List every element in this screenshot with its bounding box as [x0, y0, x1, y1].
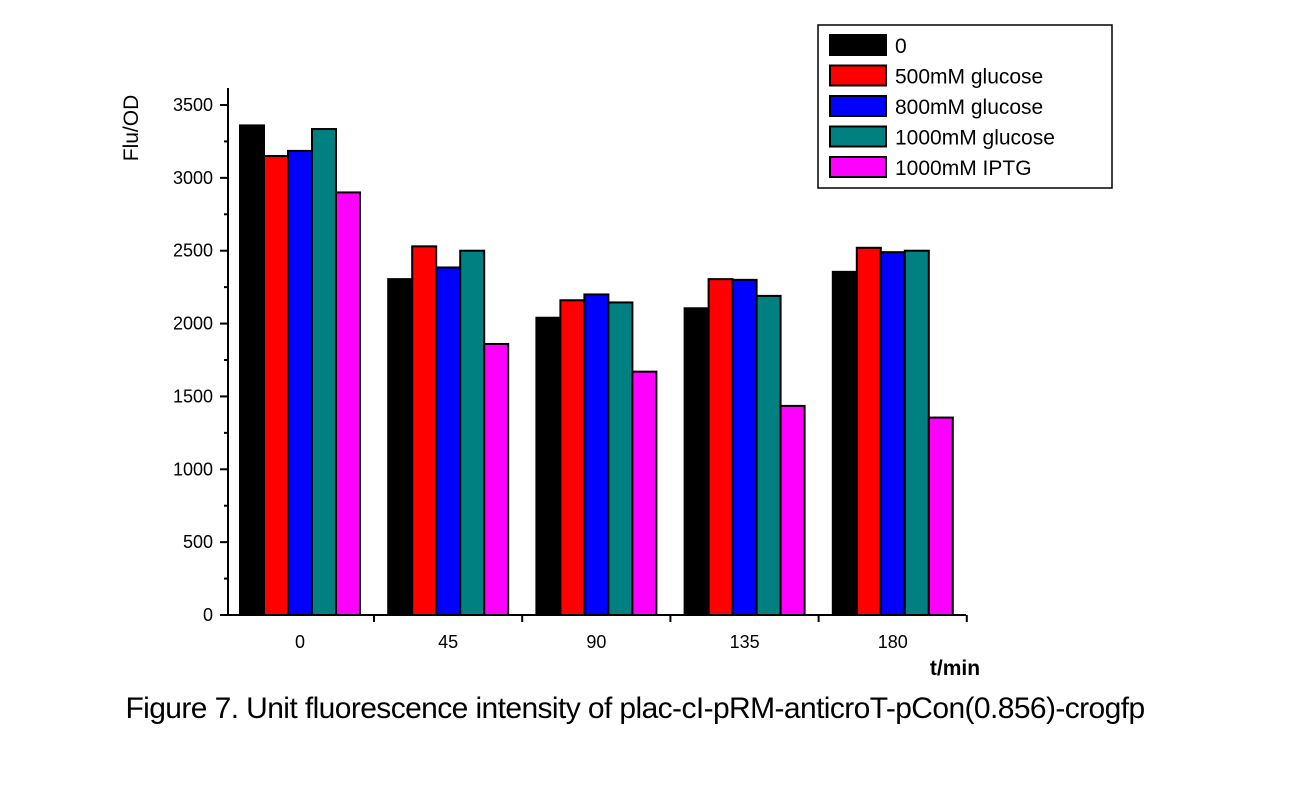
bar-135-2 — [731, 278, 758, 616]
bar-45-4 — [483, 342, 510, 616]
bar-180-3 — [903, 249, 930, 616]
legend-label: 800mM glucose — [895, 96, 1043, 119]
legend-swatch — [829, 156, 887, 178]
legend-label: 0 — [895, 35, 907, 58]
legend-swatch — [829, 34, 887, 56]
x-tick-label: 0 — [295, 632, 305, 652]
bar-0-2 — [287, 149, 313, 616]
figure-caption: Figure 7. Unit fluorescence intensity of… — [125, 692, 1145, 725]
x-tick-label: 45 — [438, 632, 458, 652]
y-tick-label: 2000 — [173, 314, 213, 334]
x-tick-label: 180 — [878, 632, 908, 652]
bar-90-0 — [535, 316, 562, 616]
bar-45-1 — [411, 245, 438, 616]
legend-label: 500mM glucose — [895, 66, 1043, 89]
legend-swatch — [829, 125, 887, 148]
bar-90-2 — [583, 293, 610, 616]
bar-135-0 — [683, 307, 710, 616]
legend-label: 1000mM glucose — [895, 127, 1055, 150]
y-tick-label: 1500 — [173, 386, 213, 406]
bar-45-3 — [459, 249, 486, 616]
bar-45-0 — [387, 278, 414, 616]
bar-45-2 — [435, 266, 462, 616]
y-tick-label: 2500 — [173, 241, 213, 261]
bar-180-2 — [879, 251, 906, 617]
y-tick-label: 1000 — [173, 459, 213, 479]
legend: 0 500mM glucose 800mM glucose 1000mM glucos… — [817, 24, 1113, 189]
y-axis-label: Flu/OD — [120, 95, 143, 162]
bar-180-0 — [831, 270, 858, 616]
bar-90-1 — [559, 299, 586, 616]
y-tick-label: 500 — [183, 532, 213, 552]
bar-90-3 — [607, 301, 634, 616]
bar-135-4 — [779, 404, 806, 616]
x-axis-label: t/min — [930, 657, 980, 680]
bar-0-3 — [311, 128, 337, 617]
bar-135-1 — [707, 278, 734, 616]
bar-180-1 — [855, 246, 882, 617]
bar-0-1 — [263, 155, 289, 616]
legend-label: 1000mM IPTG — [895, 157, 1032, 180]
y-tick-label: 3500 — [173, 95, 213, 115]
y-tick-label: 0 — [203, 605, 213, 625]
x-tick-label: 90 — [586, 632, 606, 652]
bar-90-4 — [631, 370, 658, 616]
legend-swatch — [829, 95, 887, 117]
y-tick-label: 3000 — [173, 168, 213, 188]
bar-0-4 — [335, 191, 361, 617]
legend-swatch — [829, 64, 887, 87]
bar-180-4 — [927, 416, 954, 616]
x-tick-label: 135 — [730, 632, 760, 652]
bar-135-3 — [755, 294, 782, 616]
bar-0-0 — [239, 124, 265, 617]
